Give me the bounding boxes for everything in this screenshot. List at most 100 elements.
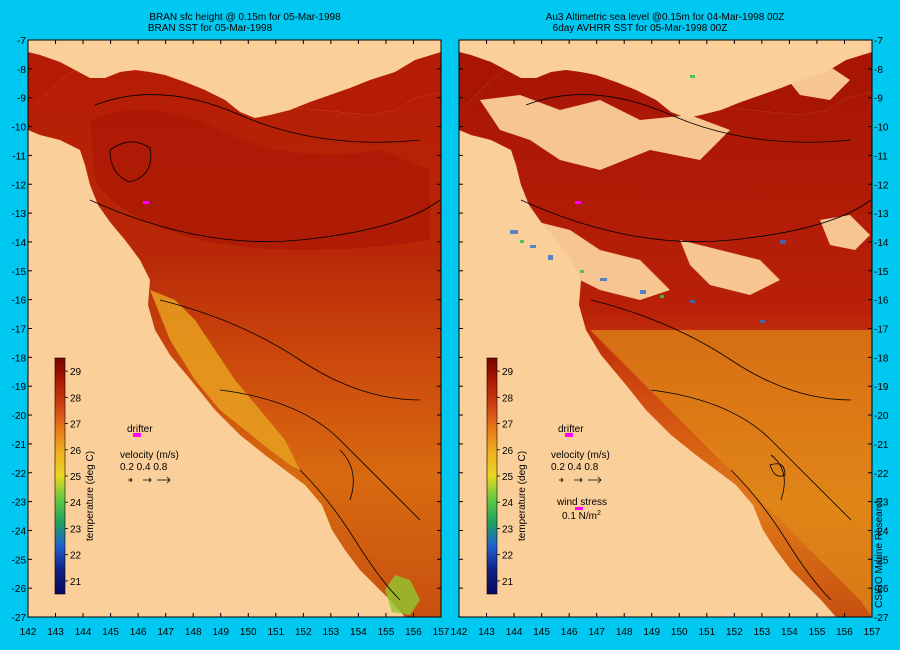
lat-tick-label: -25 [874, 555, 889, 566]
right-drifter-label: drifter [558, 424, 584, 435]
colorbar-tick-label: 29 [502, 367, 514, 378]
left-velocity-arrows [128, 476, 171, 484]
lat-tick-label: -10 [874, 123, 889, 134]
lon-tick-label: 154 [350, 627, 367, 638]
left-title-line2: BRAN SST for 05-Mar-1998 [148, 23, 273, 34]
right-drifter-tracks [565, 201, 583, 510]
lon-tick-label: 156 [405, 627, 422, 638]
lon-tick-label: 150 [240, 627, 257, 638]
lon-tick-label: 142 [451, 627, 468, 638]
colorbar-tick-label: 24 [70, 498, 82, 509]
lat-tick-label: -20 [12, 411, 27, 422]
lat-tick-label: -21 [12, 440, 27, 451]
lat-tick-label: -25 [12, 555, 27, 566]
lon-tick-label: 149 [212, 627, 229, 638]
lon-tick-label: 150 [671, 627, 688, 638]
left-green-patch [385, 575, 420, 615]
lon-tick-label: 156 [836, 627, 853, 638]
colorbar-tick-label: 22 [70, 551, 82, 562]
left-map-panel [28, 40, 441, 617]
colorbar-tick-label: 28 [70, 393, 82, 404]
lon-tick-label: 155 [378, 627, 395, 638]
lon-tick-label: 148 [185, 627, 202, 638]
colorbar-tick-label: 23 [502, 524, 514, 535]
left-drifter-tracks [133, 201, 149, 437]
lat-tick-label: -22 [874, 469, 889, 480]
right-colorbar: 29 28 27 26 25 24 23 22 21 temperature (deg C) [486, 357, 528, 595]
lon-tick-label: 145 [533, 627, 550, 638]
lat-tick-label: -13 [12, 209, 27, 220]
right-map-panel [459, 40, 872, 617]
lat-tick-label: -14 [874, 238, 889, 249]
right-drifter-track-a [575, 201, 581, 204]
lon-tick-label: 147 [157, 627, 174, 638]
left-latitude-axis: -7 -8 -9 -10 -11 -12 -13 -14 -15 -16 -17 -18 -19 -20 -… [12, 36, 441, 624]
left-velocity-label: velocity (m/s) [120, 450, 179, 461]
lat-tick-label: -18 [874, 353, 889, 364]
left-drifter-track-a [143, 201, 149, 204]
lat-tick-label: -26 [874, 584, 889, 595]
right-drifter-legend-mark [565, 433, 573, 437]
colorbar-label: temperature (deg C) [517, 451, 528, 541]
lat-tick-label: -7 [874, 36, 883, 47]
lon-tick-label: 155 [809, 627, 826, 638]
lat-tick-label: -7 [17, 36, 26, 47]
lat-tick-label: -11 [874, 151, 888, 162]
lat-tick-label: -14 [12, 238, 27, 249]
lat-tick-label: -11 [12, 151, 26, 162]
lon-tick-label: 157 [864, 627, 881, 638]
lat-tick-label: -23 [874, 498, 889, 509]
lon-tick-label: 148 [616, 627, 633, 638]
left-cool-coastal-band [150, 290, 300, 470]
lat-tick-label: -9 [17, 94, 26, 105]
right-cloud-edge-speckle [510, 230, 786, 323]
colorbar-tick-label: 28 [502, 393, 514, 404]
right-cloud-mask [480, 60, 870, 300]
colorbar-tick-label: 21 [502, 577, 514, 588]
lat-tick-label: -27 [874, 613, 889, 624]
lat-tick-label: -10 [12, 123, 27, 134]
left-velocity-values: 0.2 0.4 0.8 [120, 462, 168, 473]
lat-tick-label: -26 [12, 584, 27, 595]
right-green-speckle [520, 75, 695, 298]
right-longitude-axis: 142 143 144 145 146 147 148 149 150 151 152 153 154 1… [451, 40, 881, 638]
lon-tick-label: 143 [478, 627, 495, 638]
left-drifter-legend-mark [133, 433, 141, 437]
right-title-line1: Au3 Altimetric sea level @0.15m for 04-M… [546, 12, 785, 23]
colorbar-tick-label: 21 [70, 577, 82, 588]
colorbar-tick-label: 25 [70, 472, 82, 483]
lon-tick-label: 147 [588, 627, 605, 638]
lon-tick-label: 142 [20, 627, 37, 638]
lat-tick-label: -16 [874, 296, 889, 307]
right-title-line2: 6day AVHRR SST for 05-Mar-1998 00Z [553, 23, 728, 34]
lat-tick-label: -12 [12, 180, 27, 191]
right-contours [520, 94, 872, 601]
lat-tick-label: -23 [12, 498, 27, 509]
lon-tick-label: 152 [726, 627, 743, 638]
lon-tick-label: 144 [75, 627, 92, 638]
lon-tick-label: 151 [698, 627, 715, 638]
credit-text: CSIRO Marine Research [874, 497, 885, 608]
colorbar-label: temperature (deg C) [85, 451, 96, 541]
lat-tick-label: -19 [874, 382, 889, 393]
colorbar-ramp [54, 357, 66, 595]
lon-tick-label: 149 [643, 627, 660, 638]
left-warm-pool [90, 109, 430, 250]
colorbar-tick-label: 27 [70, 420, 82, 431]
lon-tick-label: 151 [267, 627, 284, 638]
lat-tick-label: -17 [874, 325, 889, 336]
lat-tick-label: -17 [12, 325, 27, 336]
lon-tick-label: 152 [295, 627, 312, 638]
lat-tick-label: -18 [12, 353, 27, 364]
colorbar-tick-label: 29 [70, 367, 82, 378]
lat-tick-label: -24 [874, 526, 889, 537]
lon-tick-label: 153 [754, 627, 771, 638]
lon-tick-label: 143 [47, 627, 64, 638]
lat-tick-label: -8 [874, 65, 883, 76]
right-wind-legend-mark [575, 507, 583, 510]
left-contours [89, 94, 441, 601]
lon-tick-label: 146 [561, 627, 578, 638]
colorbar-tick-label: 25 [502, 472, 514, 483]
lat-tick-label: -19 [12, 382, 27, 393]
